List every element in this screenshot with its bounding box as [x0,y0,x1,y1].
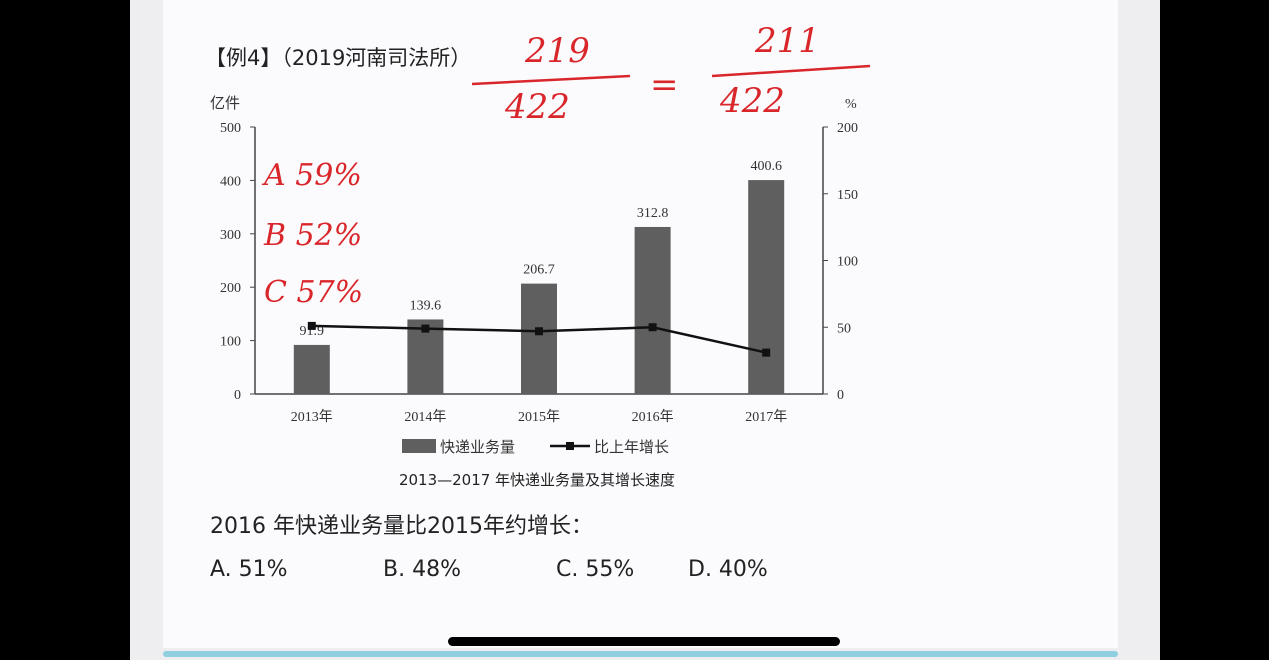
bar [293,344,330,394]
left-tick-label: 300 [220,228,241,243]
option-a[interactable]: A. 51% [210,557,288,582]
legend-bar-swatch [402,439,436,453]
bar-value-label: 206.7 [523,263,555,278]
growth-point [421,324,430,333]
option-b[interactable]: B. 48% [383,557,461,582]
left-axis-label: 亿件 [210,94,240,112]
annotation-option-c: C 57% [264,275,363,310]
legend: 快递业务量 比上年增长 [402,438,669,456]
question-text: 2016 年快递业务量比2015年约增长： [210,514,593,539]
progress-bar [163,651,1118,657]
bar [748,180,785,394]
left-tick-label: 100 [220,335,241,350]
annotation-numerator-left: 219 [524,31,590,71]
annotation-option-b: B 52% [263,218,362,253]
bar-value-label: 91.9 [300,324,325,339]
option-d[interactable]: D. 40% [688,557,768,582]
right-tick-label: 100 [837,255,858,270]
growth-point [307,321,316,330]
right-axis-label: % [845,97,857,112]
handwritten-annotations: 219 422 = 211 422 A 59% B 52% C 57% [261,21,871,310]
growth-point [648,323,657,332]
right-tick-label: 0 [837,388,844,403]
left-tick-label: 400 [220,174,241,189]
left-tick-label: 500 [220,121,241,136]
legend-line-marker [566,442,574,450]
left-tick-label: 200 [220,281,241,296]
annotation-fraction-bar-right [711,64,871,78]
option-c[interactable]: C. 55% [556,557,635,582]
growth-point [762,348,771,357]
x-tick-label: 2017年 [745,409,787,425]
x-tick-label: 2014年 [404,409,446,425]
annotation-option-a: A 59% [261,158,362,193]
x-tick-label: 2016年 [632,409,674,425]
bar [634,226,671,394]
right-tick-label: 200 [837,121,858,136]
bar-value-label: 312.8 [637,206,669,221]
right-tick-label: 50 [837,321,851,336]
growth-point [535,327,543,336]
chart-title: 2013—2017 年快递业务量及其增长速度 [399,471,675,489]
bar-value-label: 139.6 [410,298,442,313]
annotation-fraction-bar-left [471,74,631,86]
legend-bar-label: 快递业务量 [440,438,515,456]
annotation-denominator-right: 422 [719,81,785,121]
annotation-numerator-right: 211 [754,21,820,61]
left-tick-label: 0 [234,388,241,403]
home-indicator[interactable] [448,637,840,646]
right-tick-label: 150 [837,188,858,203]
legend-line-label: 比上年增长 [594,438,669,456]
bar [521,283,557,394]
x-tick-label: 2015年 [518,409,560,425]
annotation-equals: = [650,65,679,105]
bar-value-label: 400.6 [750,159,782,174]
x-tick-label: 2013年 [291,409,333,425]
annotation-denominator-left: 422 [504,87,570,127]
example-heading: 【例4】（2019河南司法所） [205,46,472,70]
